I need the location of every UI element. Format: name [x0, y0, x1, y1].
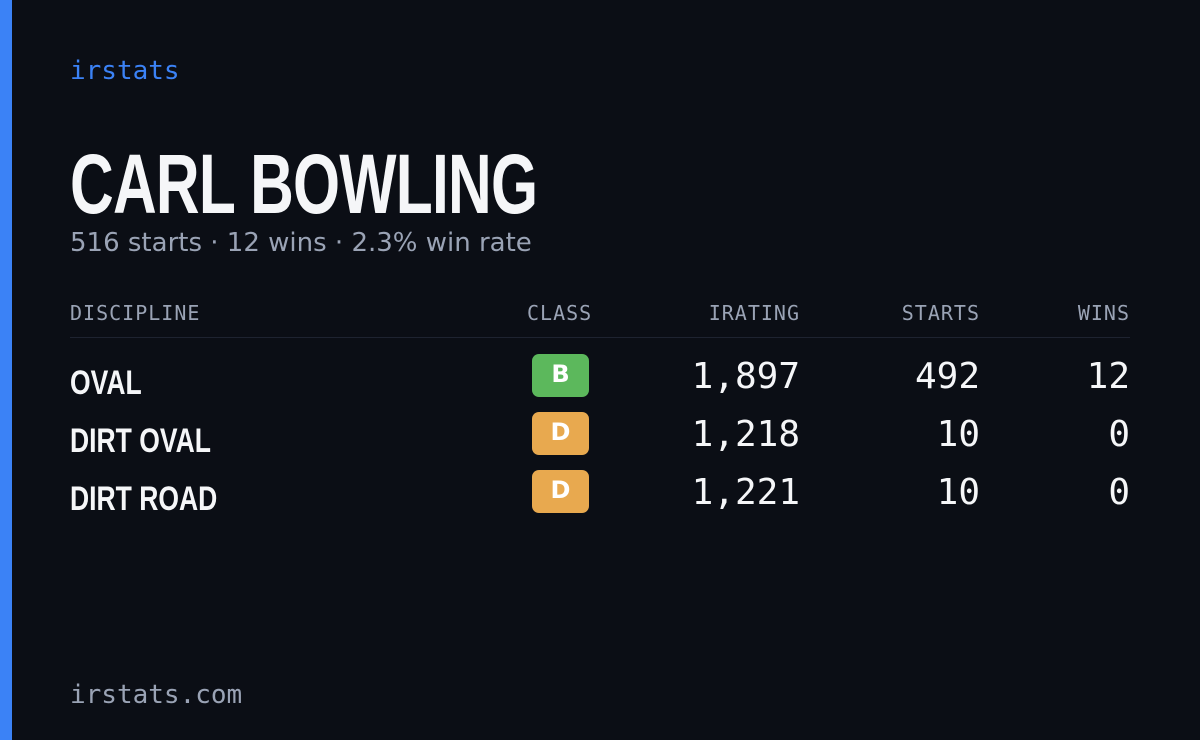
column-header: CLASS — [527, 301, 593, 325]
wins: 0 — [1108, 414, 1130, 455]
starts: 10 — [936, 472, 980, 513]
accent-bar — [0, 0, 12, 740]
starts: 492 — [914, 356, 980, 397]
discipline: DIRT OVAL — [70, 422, 211, 460]
irating: 1,218 — [691, 414, 800, 455]
class-badge: D — [532, 470, 589, 513]
brand: irstats — [70, 56, 180, 86]
column-header: STARTS — [901, 301, 980, 325]
column-header: WINS — [1077, 301, 1130, 325]
class-badge: D — [532, 412, 589, 455]
wins: 0 — [1108, 472, 1130, 513]
footer-link: irstats.com — [70, 680, 243, 710]
wins: 12 — [1086, 356, 1130, 397]
irating: 1,221 — [691, 472, 800, 513]
column-header: DISCIPLINE — [70, 301, 201, 325]
column-header: IRATING — [708, 301, 800, 325]
class-badge: B — [532, 354, 589, 397]
discipline: DIRT ROAD — [70, 480, 218, 518]
irating: 1,897 — [691, 356, 800, 397]
summary: 516 starts · 12 wins · 2.3% win rate — [70, 228, 532, 258]
discipline: OVAL — [70, 364, 142, 402]
divider — [70, 337, 1130, 338]
driver-name: CARL BOWLING — [70, 137, 538, 231]
starts: 10 — [936, 414, 980, 455]
